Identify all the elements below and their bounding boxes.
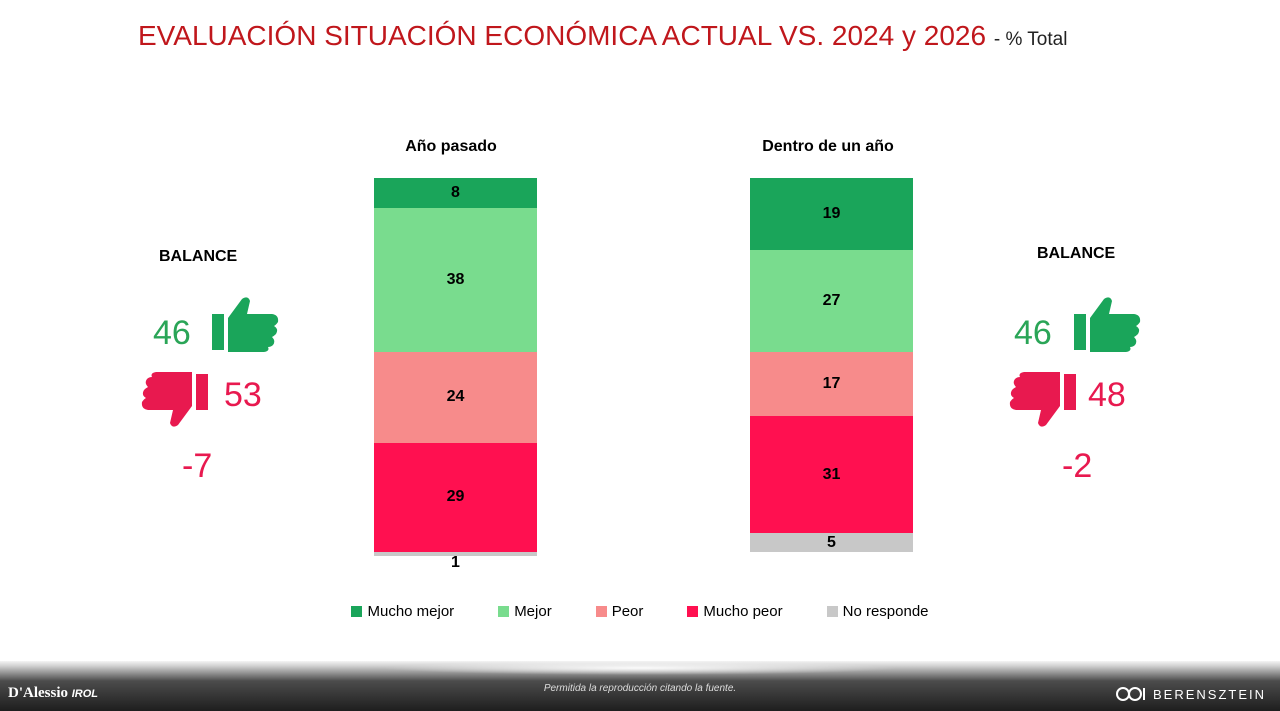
bar-segment-mejor: 38: [374, 208, 537, 352]
irol-logo-text: IROL: [71, 688, 99, 700]
data-label: 5: [827, 533, 836, 551]
title-main: EVALUACIÓN SITUACIÓN ECONÓMICA ACTUAL VS…: [138, 20, 987, 51]
dalessio-logo: D'Alessio IROL: [8, 685, 98, 702]
bar-segment-peor: 24: [374, 351, 537, 443]
category-label-0: Año pasado: [405, 138, 497, 155]
berensztein-logo-text: BERENSZTEIN: [1152, 686, 1266, 702]
footer-glow: [380, 661, 900, 675]
data-label: 8: [451, 184, 460, 202]
data-label: 1: [451, 553, 460, 571]
legend-swatch: [498, 606, 510, 617]
balance-net-right: -2: [1062, 447, 1093, 485]
data-label: 29: [446, 488, 465, 506]
bar-segment-no-responde: 5: [750, 533, 913, 553]
legend-item-mejor: Mejor: [498, 603, 552, 620]
legend-label: Mejor: [514, 603, 552, 620]
footer-note: Permitida la reproducción citando la fue…: [543, 683, 737, 694]
legend-item-mucho-peor: Mucho peor: [687, 603, 783, 620]
legend-swatch: [826, 606, 838, 617]
bar-segment-no-responde: 1: [374, 552, 537, 571]
legend-swatch: [351, 606, 363, 617]
bar-segment-mejor: 27: [750, 249, 913, 352]
footer-bar: D'Alessio IROL Permitida la reproducción…: [0, 661, 1280, 711]
legend-label: Mucho peor: [703, 603, 783, 620]
thumbs-down-icon: [1009, 372, 1076, 427]
bar-segment-mucho-peor: 29: [374, 442, 537, 553]
legend-label: Mucho mejor: [367, 603, 455, 620]
chart-title: EVALUACIÓN SITUACIÓN ECONÓMICA ACTUAL VS…: [138, 20, 1067, 52]
bar-segment-mucho-peor: 31: [750, 416, 913, 534]
balance-label-left: BALANCE: [159, 248, 238, 265]
data-label: 17: [822, 375, 841, 392]
bar-segment-mucho-mejor: 19: [750, 178, 913, 250]
balance-positive-left: 46: [153, 314, 191, 352]
legend-swatch: [687, 606, 699, 617]
legend-item-no-responde: No responde: [826, 603, 929, 620]
bar-segment-peor: 17: [750, 351, 913, 417]
legend-label: No responde: [842, 603, 929, 620]
thumbs-up-icon: [212, 297, 279, 352]
bar-segment-mucho-mejor: 8: [374, 178, 537, 209]
title-subtitle: - % Total: [993, 29, 1068, 50]
data-label: 27: [822, 291, 841, 309]
legend-item-peor: Peor: [595, 603, 644, 620]
legend-item-mucho-mejor: Mucho mejor: [351, 603, 454, 620]
chart-legend: Mucho mejor Mejor Peor Mucho peor No respond…: [0, 603, 1280, 620]
dalessio-logo-text: D'Alessio: [8, 685, 68, 701]
data-label: 38: [446, 271, 465, 289]
data-label: 31: [822, 465, 841, 483]
balance-positive-right: 46: [1014, 314, 1052, 352]
data-label: 24: [446, 388, 465, 406]
balance-net-left: -7: [182, 447, 213, 485]
stacked-bar-ano-pasado: 8 38 24 29 1: [374, 178, 537, 571]
legend-label: Peor: [611, 603, 644, 620]
berensztein-logo: BERENSZTEIN: [1115, 686, 1266, 702]
balance-negative-right: 48: [1088, 376, 1126, 414]
thumbs-up-icon: [1074, 297, 1141, 352]
balance-negative-left: 53: [224, 376, 262, 414]
legend-swatch: [595, 606, 607, 617]
stacked-bar-dentro-de-un-ano: 19 27 17 31 5: [750, 178, 913, 553]
berensztein-mark-icon: [1115, 687, 1145, 701]
data-label: 19: [822, 204, 841, 222]
thumbs-down-icon: [141, 372, 208, 427]
category-label-1: Dentro de un año: [762, 138, 894, 155]
balance-label-right: BALANCE: [1037, 245, 1116, 262]
